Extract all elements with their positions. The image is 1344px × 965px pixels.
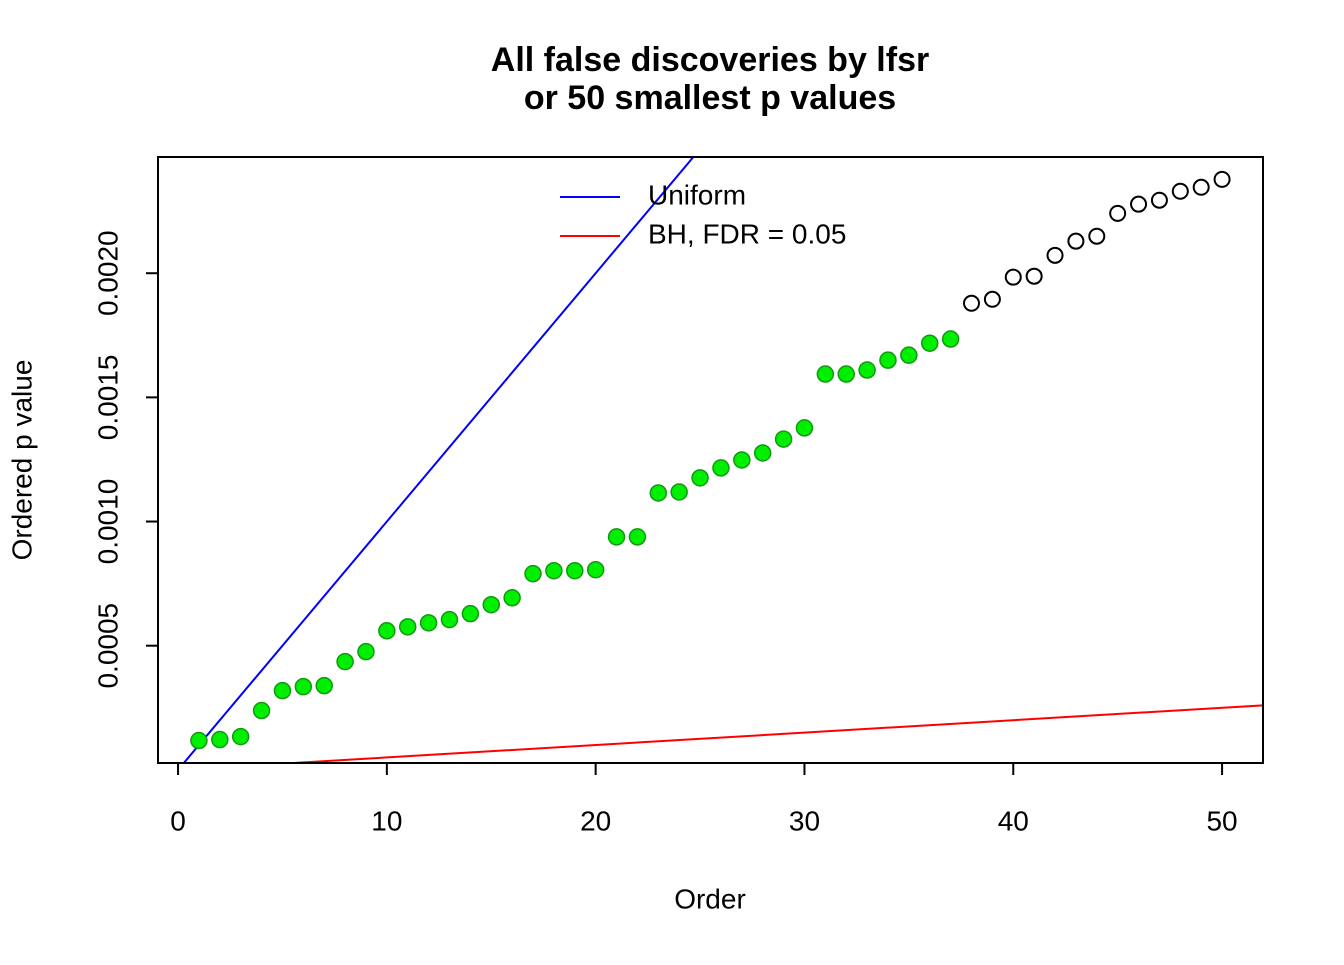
x-tick-label: 0 bbox=[170, 805, 186, 836]
point bbox=[252, 701, 271, 720]
point bbox=[1046, 246, 1064, 264]
point bbox=[816, 365, 835, 383]
point bbox=[1109, 204, 1127, 222]
legend-label: BH, FDR = 0.05 bbox=[648, 218, 846, 249]
point bbox=[545, 561, 563, 580]
reference-line bbox=[276, 704, 1263, 763]
point bbox=[315, 676, 333, 695]
point bbox=[482, 595, 501, 614]
point bbox=[1067, 232, 1085, 250]
point bbox=[879, 351, 897, 369]
point bbox=[858, 361, 876, 379]
point bbox=[774, 430, 793, 448]
y-axis-label: Ordered p value bbox=[6, 360, 37, 561]
point bbox=[1025, 267, 1043, 285]
y-tick-label: 0.0020 bbox=[92, 230, 123, 316]
point bbox=[566, 561, 584, 580]
point bbox=[733, 451, 751, 469]
y-tick-label: 0.0005 bbox=[92, 603, 123, 689]
x-tick-label: 50 bbox=[1206, 805, 1237, 836]
x-tick-label: 30 bbox=[789, 805, 820, 836]
point bbox=[1130, 195, 1148, 213]
point bbox=[1213, 170, 1231, 188]
point bbox=[461, 604, 480, 623]
point bbox=[920, 334, 939, 352]
x-tick-label: 10 bbox=[371, 805, 402, 836]
point bbox=[628, 528, 647, 546]
point bbox=[440, 610, 459, 629]
point bbox=[983, 290, 1001, 308]
point bbox=[691, 469, 709, 487]
reference-line bbox=[182, 157, 695, 763]
legend-label: Uniform bbox=[648, 179, 746, 210]
point bbox=[419, 614, 438, 632]
point bbox=[1088, 227, 1106, 245]
point bbox=[900, 346, 918, 364]
point bbox=[190, 731, 208, 750]
point bbox=[607, 528, 626, 546]
x-axis-label: Order bbox=[674, 883, 746, 914]
point bbox=[1171, 182, 1189, 200]
point bbox=[524, 564, 542, 583]
point bbox=[837, 365, 855, 383]
x-tick-label: 20 bbox=[580, 805, 611, 836]
point bbox=[795, 419, 814, 437]
point bbox=[336, 652, 354, 671]
point bbox=[753, 444, 772, 462]
point bbox=[294, 677, 313, 696]
reference-lines bbox=[182, 157, 1263, 763]
point bbox=[378, 622, 396, 640]
x-tick-label: 40 bbox=[998, 805, 1029, 836]
point bbox=[963, 294, 981, 312]
point bbox=[670, 483, 688, 501]
point bbox=[586, 560, 605, 579]
chart-title: or 50 smallest p values bbox=[524, 79, 896, 117]
point bbox=[1150, 191, 1168, 209]
point bbox=[649, 484, 668, 502]
point bbox=[1192, 178, 1210, 196]
point bbox=[357, 642, 375, 661]
point bbox=[712, 459, 730, 477]
y-tick-label: 0.0015 bbox=[92, 355, 123, 441]
chart-title: All false discoveries by lfsr bbox=[491, 41, 929, 79]
point bbox=[231, 727, 250, 746]
y-tick-label: 0.0010 bbox=[92, 479, 123, 565]
point bbox=[273, 681, 292, 700]
point bbox=[503, 589, 521, 607]
point bbox=[211, 730, 229, 749]
point bbox=[1004, 268, 1022, 286]
point bbox=[398, 618, 417, 636]
point bbox=[941, 330, 960, 348]
